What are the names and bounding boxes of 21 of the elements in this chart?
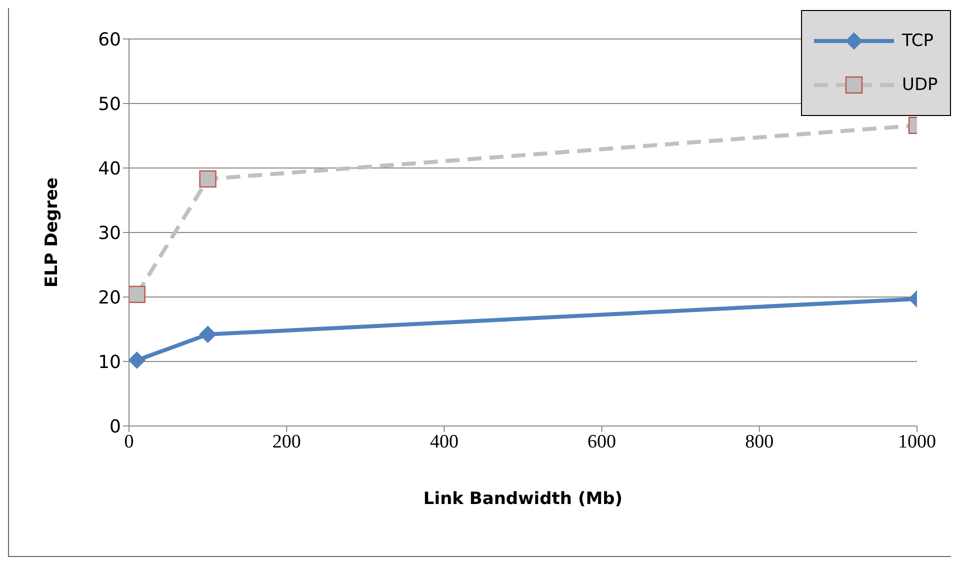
y-tick-label: 0 [110,416,121,438]
x-tick-label: 0 [124,431,134,452]
x-tick-label: 600 [588,431,616,452]
x-tick-label: 200 [272,431,301,452]
point [199,170,216,188]
point [199,326,216,343]
y-tick-label: 10 [98,352,121,373]
legend-label: UDP [902,75,938,95]
y-tick-label: 60 [98,29,121,50]
x-tick-label: 1000 [898,431,936,452]
point [129,352,146,369]
x-tick-label: 800 [745,431,774,452]
point [129,286,146,304]
x-tick-label: 400 [430,431,458,452]
x-axis-title: Link Bandwidth (Mb) [423,489,623,509]
y-tick-label: 50 [98,94,121,115]
y-axis-title: ELP Degree [42,177,62,288]
y-tick-label: 40 [98,158,121,180]
y-tick-label: 30 [98,222,121,244]
y-tick-label: 20 [98,287,121,308]
legend-label: TCP [902,31,934,51]
